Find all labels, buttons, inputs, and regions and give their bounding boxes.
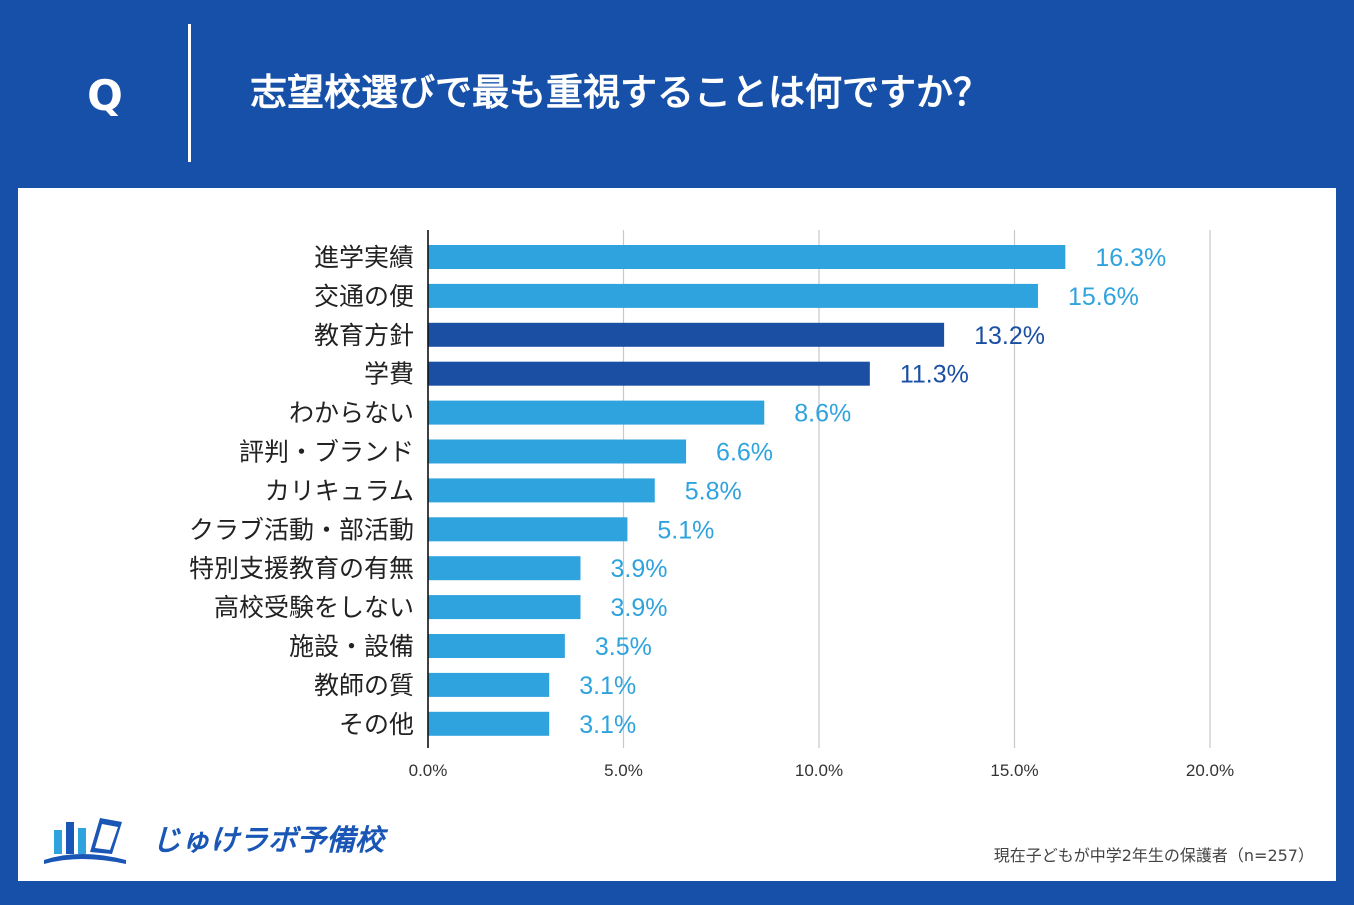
category-label: その他 xyxy=(339,710,414,739)
category-label: 施設・設備 xyxy=(289,632,414,661)
category-label: クラブ活動・部活動 xyxy=(189,515,414,544)
category-label: 特別支援教育の有無 xyxy=(189,554,414,583)
x-tick-label: 5.0% xyxy=(604,761,643,780)
bar xyxy=(428,245,1066,269)
logo-text: じゅけラボ予備校 xyxy=(152,823,385,857)
x-tick-label: 15.0% xyxy=(990,761,1038,780)
category-label: 学費 xyxy=(364,360,414,389)
value-label: 13.2% xyxy=(974,322,1045,350)
header-divider xyxy=(188,24,191,162)
bar xyxy=(428,478,655,503)
x-tick-label: 10.0% xyxy=(795,761,843,780)
q-mark: Q xyxy=(87,71,123,120)
bar xyxy=(428,439,687,464)
x-tick-label: 0.0% xyxy=(409,761,448,780)
bar xyxy=(428,556,581,581)
category-label: わからない xyxy=(289,399,414,428)
chart-panel: 0.0% 5.0% 10.0% 15.0% 20.0% 進学実績 16.3% 交通の便 15.6… xyxy=(18,188,1336,881)
value-label: 3.1% xyxy=(579,672,636,700)
bar-chart: 0.0% 5.0% 10.0% 15.0% 20.0% 進学実績 16.3% 交通の便 15.6… xyxy=(189,230,1234,780)
value-label: 5.1% xyxy=(657,516,714,544)
bar xyxy=(428,634,565,658)
value-label: 3.1% xyxy=(579,711,636,739)
x-tick-label: 20.0% xyxy=(1186,761,1234,780)
value-label: 8.6% xyxy=(794,400,851,428)
value-label: 3.9% xyxy=(610,594,667,622)
logo: じゅけラボ予備校 xyxy=(40,808,384,868)
question-title: 志望校選びで最も重視することは何ですか？ xyxy=(250,71,990,114)
value-label: 5.8% xyxy=(685,477,742,505)
bar xyxy=(428,595,581,620)
bar xyxy=(428,322,945,347)
book-icon xyxy=(44,818,126,864)
value-label: 11.3% xyxy=(900,361,969,389)
category-label: 教育方針 xyxy=(314,321,414,350)
footnote: 現在子どもが中学2年生の保護者（n=257） xyxy=(993,846,1314,865)
value-label: 3.9% xyxy=(610,555,667,583)
category-label: 交通の便 xyxy=(314,282,414,311)
value-label: 3.5% xyxy=(595,633,652,661)
category-label: 教師の質 xyxy=(314,671,414,700)
value-label: 16.3% xyxy=(1095,244,1166,272)
bar xyxy=(428,711,550,736)
category-label: 高校受験をしない xyxy=(214,593,414,622)
bar xyxy=(428,361,870,386)
bar xyxy=(428,517,628,542)
category-label: 進学実績 xyxy=(314,243,414,272)
bar xyxy=(428,283,1038,308)
value-label: 6.6% xyxy=(716,439,773,467)
value-label: 15.6% xyxy=(1068,283,1139,311)
header: Q 志望校選びで最も重視することは何ですか？ xyxy=(0,0,1354,188)
bar xyxy=(428,400,765,425)
category-label: カリキュラム xyxy=(265,476,414,505)
category-label: 評判・ブランド xyxy=(239,438,414,467)
bar xyxy=(428,672,550,697)
